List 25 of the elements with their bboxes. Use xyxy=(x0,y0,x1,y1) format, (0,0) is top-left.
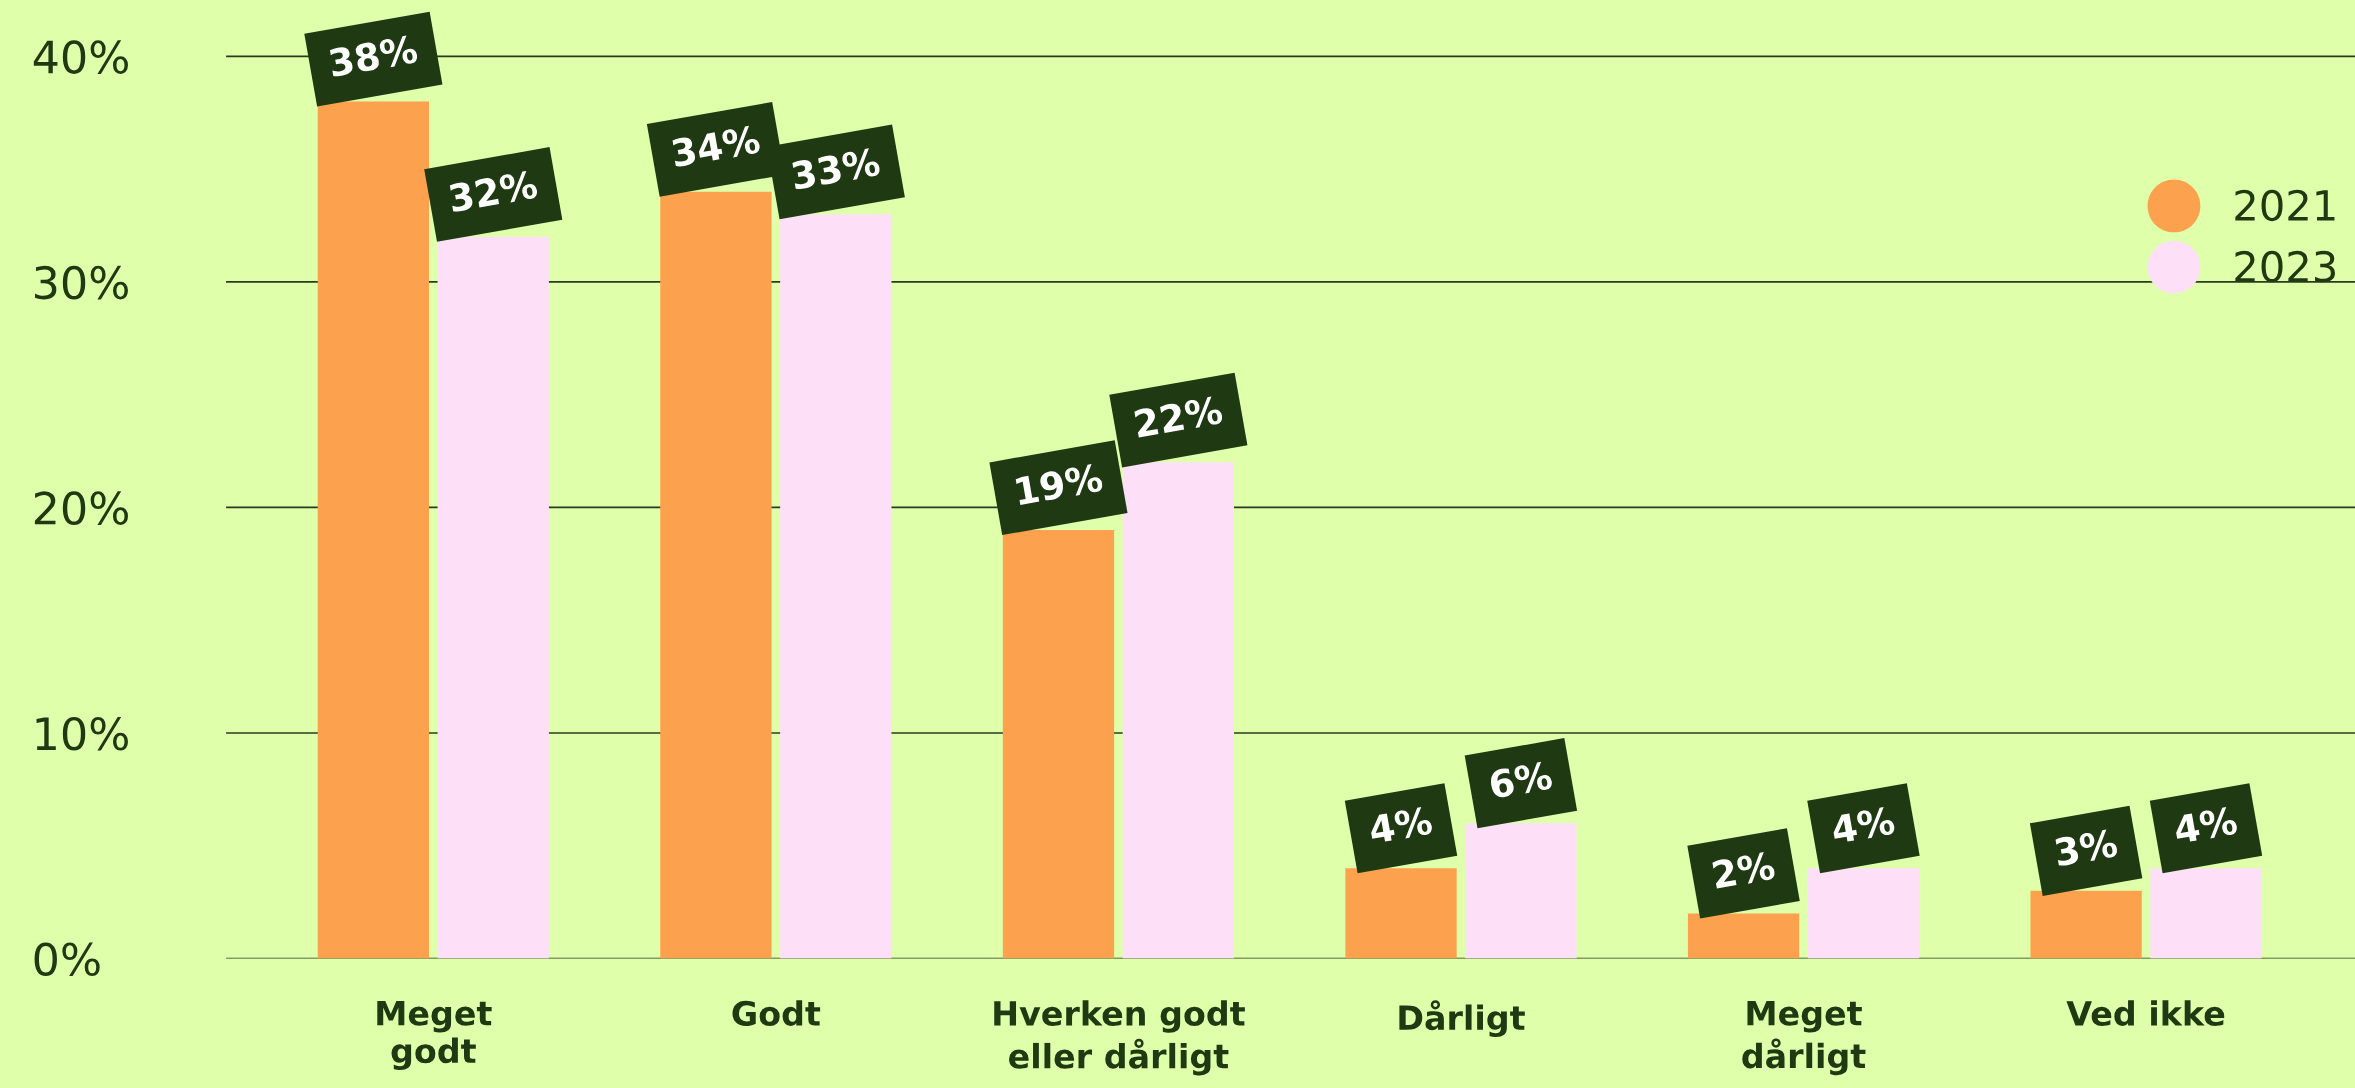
x-tick-label: Hverken godt eller dårligt xyxy=(994,1000,1245,1076)
data-label: 4% xyxy=(1368,805,1434,845)
data-label: 3% xyxy=(2054,828,2119,867)
data-label: 4% xyxy=(2173,805,2239,845)
data-label: 32% xyxy=(448,169,539,213)
x-tick-label: Meget dårligt xyxy=(1742,1000,1866,1076)
data-label: 4% xyxy=(1830,805,1896,845)
y-tick-label: 20% xyxy=(34,491,128,525)
data-label: 33% xyxy=(791,147,881,190)
x-tick-label: Godt xyxy=(732,1000,821,1026)
x-tick-label: Meget godt xyxy=(377,1000,492,1071)
legend-label: 2021 xyxy=(2235,189,2335,222)
data-label: 38% xyxy=(328,34,419,78)
y-tick-label: 30% xyxy=(35,265,128,300)
data-label: 34% xyxy=(671,124,761,168)
y-tick-label: 10% xyxy=(36,716,128,751)
y-tick-label: 40% xyxy=(33,40,128,74)
x-tick-label: Dårligt xyxy=(1399,1000,1525,1037)
data-label: 2% xyxy=(1712,850,1776,890)
legend-label: 2023 xyxy=(2235,250,2335,283)
data-label: 6% xyxy=(1488,760,1553,799)
x-tick-label: Ved ikke xyxy=(2066,1000,2225,1026)
data-label: 19% xyxy=(1015,462,1104,506)
data-label: 22% xyxy=(1134,395,1224,439)
y-tick-label: 0% xyxy=(34,942,100,977)
